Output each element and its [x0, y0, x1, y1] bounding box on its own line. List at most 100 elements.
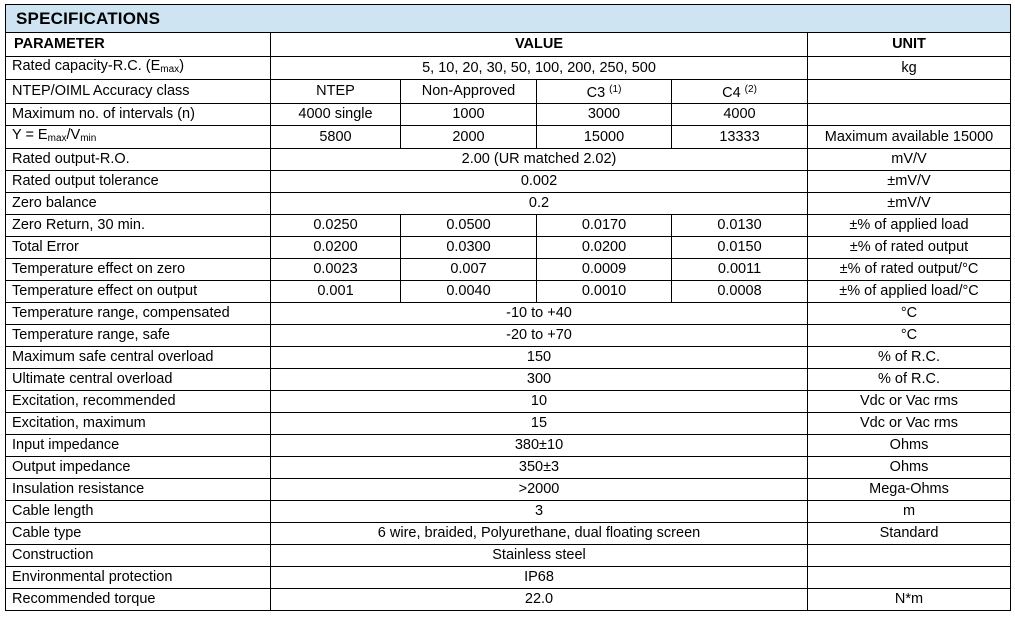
unit-cell: Ohms [806, 434, 1012, 457]
table-row: Ultimate central overload 300% of R.C. [5, 368, 1012, 391]
value-cell: 350±3 [270, 456, 808, 479]
value-cell: IP68 [270, 566, 808, 589]
unit-cell: Standard [806, 522, 1012, 545]
value-cell: 0.0009 [536, 258, 672, 281]
unit-cell: ±% of applied load [806, 214, 1012, 237]
value-cell: 15000 [536, 125, 672, 149]
value-cell: 5, 10, 20, 30, 50, 100, 200, 250, 500 [270, 56, 808, 80]
specifications-table-body: SPECIFICATIONS PARAMETER VALUE UNIT Rate… [4, 4, 1012, 611]
value-cell: 0.0010 [536, 280, 672, 303]
table-row: Excitation, maximum 15 Vdc or Vac rms [5, 412, 1012, 435]
value-cell: -20 to +70 [270, 324, 808, 347]
value-cell: 3 [270, 500, 808, 523]
column-header-value: VALUE [270, 32, 808, 57]
value-cell: 0.2 [270, 192, 808, 215]
unit-cell: ±% of rated output [806, 236, 1012, 259]
parameter-cell: Ultimate central overload [5, 368, 271, 391]
table-row: Cable length 3 m [5, 500, 1012, 523]
table-row: Excitation, recommended 10 Vdc or Vac rms [5, 390, 1012, 413]
value-cell: 0.0250 [270, 214, 401, 237]
value-cell: 0.0023 [270, 258, 401, 281]
parameter-cell: Temperature effect on output [5, 280, 271, 303]
table-row: Temperature range, safe -20 to +70 °C [5, 324, 1012, 347]
unit-cell: Ohms [806, 456, 1012, 479]
value-cell: 0.0130 [671, 214, 808, 237]
column-header-unit: UNIT [806, 32, 1012, 57]
value-cell: 4000 [671, 103, 808, 126]
parameter-cell: Excitation, maximum [5, 412, 271, 435]
unit-cell: m [806, 500, 1012, 523]
unit-cell: ±% of applied load/°C [806, 280, 1012, 303]
table-row: Zero Return, 30 min. 0.0250 0.0500 0.0170 0.… [5, 214, 1012, 237]
parameter-cell: Construction [5, 544, 271, 567]
unit-cell [806, 79, 1012, 104]
table-row: NTEP/OIML Accuracy class NTEP Non-Approved… [5, 79, 1012, 104]
parameter-cell: Output impedance [5, 456, 271, 479]
unit-cell: ±mV/V [806, 170, 1012, 193]
column-header-row: PARAMETER VALUE UNIT [5, 32, 1012, 57]
table-row: Y = Emax/Vmin 5800 2000 15000 13333 Maximum a… [5, 125, 1012, 149]
value-cell: 0.0500 [400, 214, 537, 237]
value-cell: 2.00 (UR matched 2.02) [270, 148, 808, 171]
table-row: Cable type 6 wire, braided, Polyurethane,… [5, 522, 1012, 545]
table-row: Environmental protection IP68 [5, 566, 1012, 589]
parameter-cell: Recommended torque [5, 588, 271, 611]
value-cell: Non-Approved [400, 79, 537, 104]
value-cell: 0.0300 [400, 236, 537, 259]
value-cell: 2000 [400, 125, 537, 149]
value-cell: 15 [270, 412, 808, 435]
value-cell: 300 [270, 368, 808, 391]
value-cell: 0.0011 [671, 258, 808, 281]
unit-cell [806, 566, 1012, 589]
table-row: Temperature range, compensated -10 to +40… [5, 302, 1012, 325]
table-row: Total Error 0.0200 0.0300 0.0200 0.0150 ±% of… [5, 236, 1012, 259]
unit-cell [806, 103, 1012, 126]
unit-cell: Vdc or Vac rms [806, 390, 1012, 413]
table-row: Zero balance 0.2 ±mV/V [5, 192, 1012, 215]
unit-cell: % of R.C. [806, 346, 1012, 369]
parameter-cell: Rated capacity-R.C. (Emax) [5, 56, 271, 80]
value-cell: 0.0170 [536, 214, 672, 237]
parameter-cell: Cable length [5, 500, 271, 523]
value-cell: -10 to +40 [270, 302, 808, 325]
value-cell: 3000 [536, 103, 672, 126]
value-cell: Stainless steel [270, 544, 808, 567]
table-row: Output impedance 350±3 Ohms [5, 456, 1012, 479]
value-cell: >2000 [270, 478, 808, 501]
table-row: Temperature effect on zero 0.0023 0.007 0.0… [5, 258, 1012, 281]
parameter-cell: Input impedance [5, 434, 271, 457]
table-row: Insulation resistance >2000 Mega-Ohms [5, 478, 1012, 501]
value-cell: 380±10 [270, 434, 808, 457]
specifications-table: SPECIFICATIONS PARAMETER VALUE UNIT Rate… [4, 4, 1012, 611]
table-row: Maximum safe central overload 150% of R.C… [5, 346, 1012, 369]
value-cell: C3 (1) [536, 79, 672, 104]
page-title: SPECIFICATIONS [4, 4, 1012, 33]
parameter-cell: Rated output tolerance [5, 170, 271, 193]
parameter-cell: Zero balance [5, 192, 271, 215]
parameter-cell: Environmental protection [5, 566, 271, 589]
table-row: Recommended torque 22.0 N*m [5, 588, 1012, 611]
unit-cell: Vdc or Vac rms [806, 412, 1012, 435]
unit-cell: Mega-Ohms [806, 478, 1012, 501]
value-cell: 6 wire, braided, Polyurethane, dual floa… [270, 522, 808, 545]
parameter-cell: Y = Emax/Vmin [5, 125, 271, 149]
unit-cell: N*m [806, 588, 1012, 611]
unit-cell: ±% of rated output/°C [806, 258, 1012, 281]
table-row: Rated capacity-R.C. (Emax) 5, 10, 20, 30,… [5, 56, 1012, 80]
unit-cell: ±mV/V [806, 192, 1012, 215]
parameter-cell: Temperature effect on zero [5, 258, 271, 281]
table-row: Construction Stainless steel [5, 544, 1012, 567]
unit-cell: % of R.C. [806, 368, 1012, 391]
parameter-cell: Insulation resistance [5, 478, 271, 501]
parameter-cell: NTEP/OIML Accuracy class [5, 79, 271, 104]
parameter-cell: Temperature range, compensated [5, 302, 271, 325]
parameter-cell: Maximum no. of intervals (n) [5, 103, 271, 126]
value-cell: 0.0200 [270, 236, 401, 259]
value-cell: 1000 [400, 103, 537, 126]
table-row: Maximum no. of intervals (n) 4000 single 1… [5, 103, 1012, 126]
value-cell: 0.0200 [536, 236, 672, 259]
table-row: Input impedance 380±10 Ohms [5, 434, 1012, 457]
table-title-row: SPECIFICATIONS [4, 4, 1012, 33]
unit-cell: °C [806, 302, 1012, 325]
parameter-cell: Excitation, recommended [5, 390, 271, 413]
